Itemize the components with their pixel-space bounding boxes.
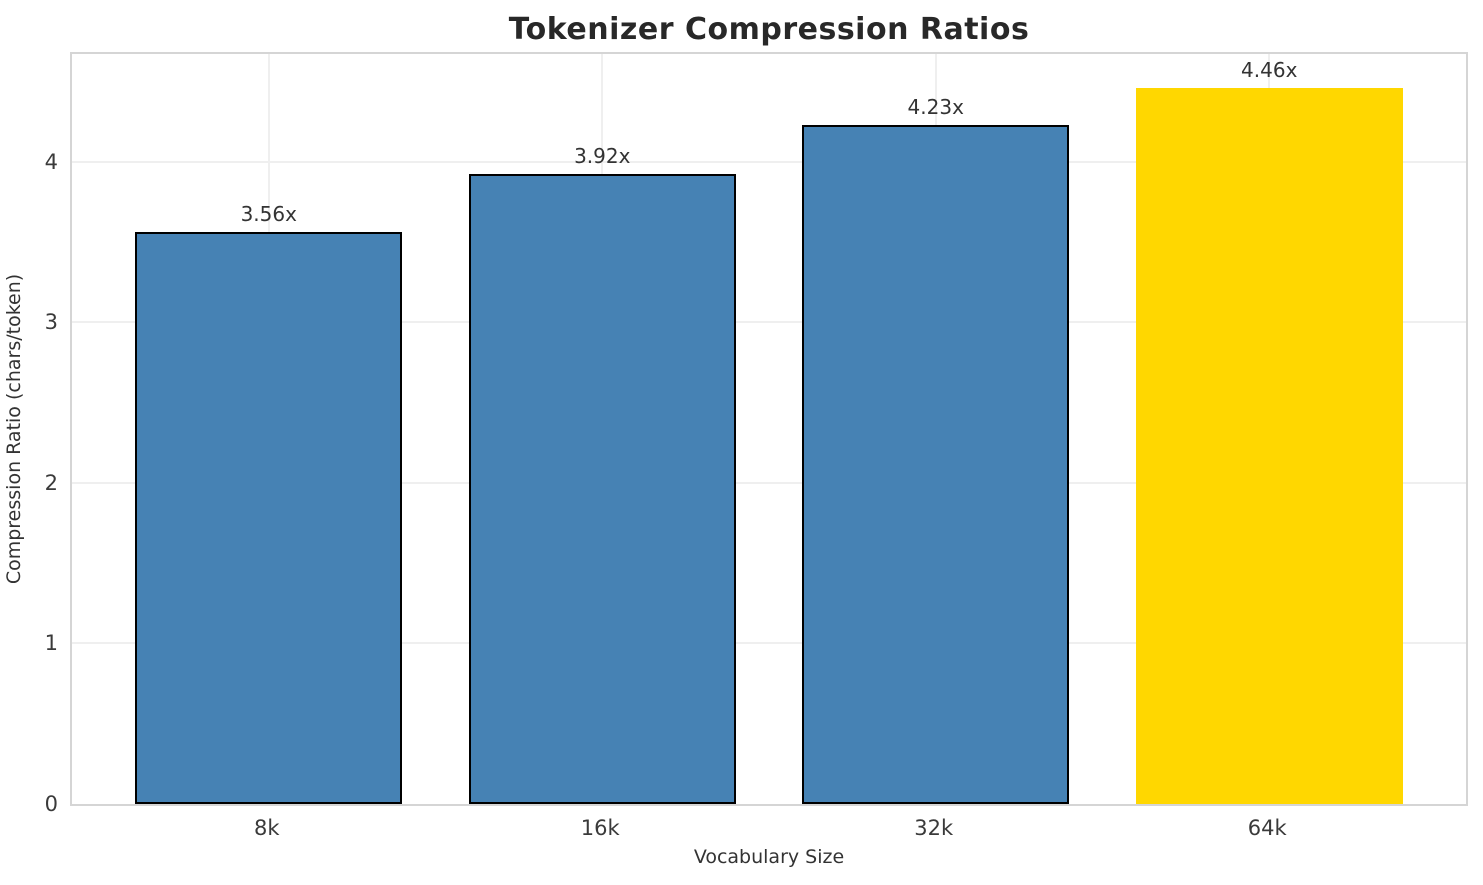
y-tick-label: 4 — [44, 149, 58, 174]
gridline-horizontal — [72, 642, 1466, 645]
x-tick-label-64k: 64k — [1247, 816, 1287, 840]
gridline-horizontal — [72, 321, 1466, 324]
x-axis-label: Vocabulary Size — [693, 846, 845, 868]
bar-value-label: 3.56x — [240, 202, 297, 227]
gridline-horizontal — [72, 481, 1466, 484]
bar-value-label: 3.92x — [574, 144, 631, 169]
y-tick-label: 0 — [44, 792, 58, 816]
bar-value-label: 4.46x — [1241, 57, 1298, 82]
chart-title: Tokenizer Compression Ratios — [508, 12, 1030, 47]
y-tick-label: 3 — [44, 310, 58, 335]
gridline-horizontal — [72, 160, 1466, 163]
bar-32k — [802, 124, 1070, 804]
plot-inner: 3.56x 3.92x 4.23x 4.46x — [72, 54, 1466, 804]
y-tick-label: 1 — [44, 631, 58, 656]
plot-area: 3.56x 3.92x 4.23x 4.46x — [70, 52, 1468, 806]
bar-8k — [135, 232, 403, 804]
bar-64k — [1135, 87, 1403, 804]
x-tick-label-8k: 8k — [253, 816, 280, 840]
bar-16k — [468, 174, 736, 804]
y-tick-label: 2 — [44, 470, 58, 495]
bar-value-label: 4.23x — [907, 94, 964, 119]
x-tick-label-32k: 32k — [914, 816, 954, 840]
x-tick-label-16k: 16k — [580, 816, 620, 840]
